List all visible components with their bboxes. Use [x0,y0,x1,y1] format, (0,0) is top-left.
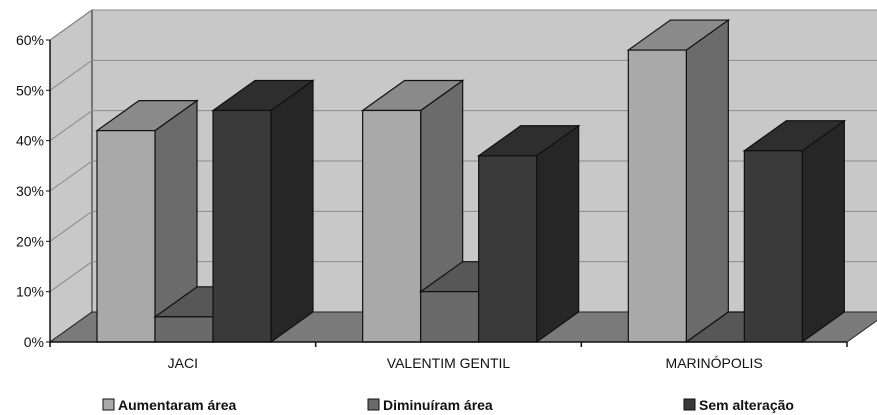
bar [626,18,731,344]
y-tick-label: 50% [16,82,44,98]
bar [476,124,581,344]
bar [360,79,465,344]
y-tick-label: 20% [16,233,44,249]
legend-item: Aumentaram área [102,397,236,413]
legend-swatch [367,398,380,411]
x-tick-label: MARINÓPOLIS [666,355,763,371]
bars [95,18,847,344]
x-tick-label: JACI [168,355,198,371]
bar-front [743,150,803,343]
y-tick-label: 60% [16,32,44,48]
bar-front [96,130,156,343]
bar-front [420,291,480,343]
legend-swatch [683,398,696,411]
bar-front [478,155,538,343]
legend: Aumentaram área Diminuíram área Sem altera… [102,397,794,413]
legend-item: Sem alteração [683,397,794,413]
y-tick-label: 10% [16,284,44,300]
gridline [49,210,877,242]
y-tick-label: 0% [24,334,44,350]
legend-swatch [102,398,115,411]
legend-label: Diminuíram área [383,397,493,413]
x-axis: JACI VALENTIM GENTIL MARINÓPOLIS [49,341,848,371]
gridline [49,110,877,142]
gridline [49,160,877,192]
gridline [49,9,877,41]
y-tick-label: 40% [16,133,44,149]
bar-front [627,49,687,343]
y-tick-label: 30% [16,183,44,199]
bar [742,119,847,344]
gridlines [49,9,877,293]
bar-side [685,18,729,344]
gridline [49,261,877,293]
bar-front [154,316,214,343]
y-axis: 0% 10% 20% 30% 40% 50% 60% [16,32,51,350]
bar [95,99,199,344]
legend-label: Sem alteração [699,397,794,413]
x-tick-label: VALENTIM GENTIL [387,355,511,371]
bar [211,79,315,344]
legend-item: Diminuíram área [367,397,493,413]
bar-front [362,109,422,343]
gridline [49,59,877,91]
bar-side [536,124,580,344]
legend-label: Aumentaram área [118,397,236,413]
bar-side [270,79,314,344]
bar-side [801,119,845,344]
bar-front [212,109,272,343]
